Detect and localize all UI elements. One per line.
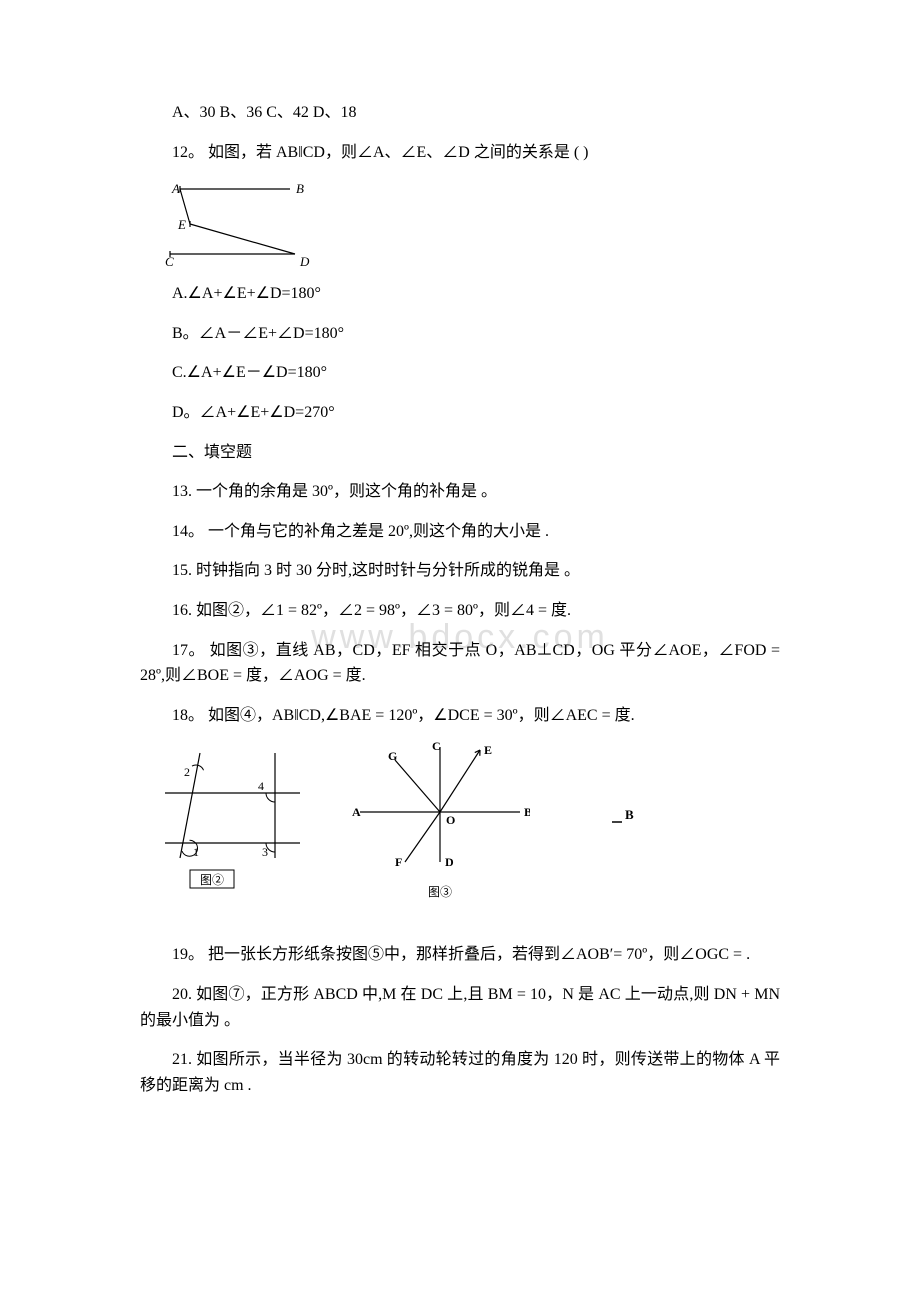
svg-text:C: C — [165, 254, 174, 269]
q14: 14。 一个角与它的补角之差是 20º,则这个角的大小是 . — [140, 519, 780, 545]
q21: 21. 如图所示，当半径为 30cm 的转动轮转过的角度为 120 时，则传送带… — [140, 1047, 780, 1098]
figure-q12: A B E C D — [160, 179, 780, 269]
q12-option-b: B。∠A－∠E+∠D=180° — [140, 321, 780, 347]
svg-text:A: A — [171, 181, 180, 196]
svg-text:4: 4 — [258, 779, 264, 793]
svg-text:D: D — [445, 855, 454, 869]
q15: 15. 时钟指向 3 时 30 分时,这时时针与分针所成的锐角是 。 — [140, 558, 780, 584]
svg-text:C: C — [432, 742, 441, 753]
svg-text:A: A — [352, 805, 361, 819]
svg-text:F: F — [395, 855, 402, 869]
q12-option-a: A.∠A+∠E+∠D=180° — [140, 281, 780, 307]
svg-text:G: G — [388, 749, 397, 763]
svg-text:图②: 图② — [200, 873, 224, 887]
q12-option-c: C.∠A+∠E－∠D=180° — [140, 360, 780, 386]
svg-text:B: B — [524, 805, 530, 819]
svg-text:B: B — [625, 807, 634, 822]
figure-3: A B C D E F G O 图③ — [350, 742, 530, 902]
q16: 16. 如图②，∠1 = 82º，∠2 = 98º，∠3 = 80º，则∠4 =… — [140, 598, 780, 624]
svg-text:1: 1 — [193, 845, 199, 859]
figures-row: 2 4 1 3 图② A B C D E F G O 图③ B — [160, 742, 780, 902]
svg-text:E: E — [484, 743, 492, 757]
section-2-heading: 二、填空题 — [140, 440, 780, 466]
q13: 13. 一个角的余角是 30º，则这个角的补角是 。 — [140, 479, 780, 505]
q19: 19。 把一张长方形纸条按图⑤中，那样折叠后，若得到∠AOB′= 70º，则∠O… — [140, 942, 780, 968]
figure-4: B — [570, 792, 650, 902]
svg-text:3: 3 — [262, 845, 268, 859]
q11-choices: A、30 B、36 C、42 D、18 — [140, 100, 780, 126]
q12-stem: 12。 如图，若 AB‖CD，则∠A、∠E、∠D 之间的关系是 ( ) — [140, 140, 780, 166]
q20: 20. 如图⑦，正方形 ABCD 中,M 在 DC 上,且 BM = 10，N … — [140, 982, 780, 1033]
svg-text:2: 2 — [184, 765, 190, 779]
q17: 17。 如图③，直线 AB，CD，EF 相交于点 O，AB⊥CD，OG 平分∠A… — [140, 638, 780, 689]
figure-2: 2 4 1 3 图② — [160, 748, 310, 902]
svg-text:图③: 图③ — [428, 885, 452, 899]
svg-text:O: O — [446, 813, 455, 827]
svg-text:E: E — [177, 217, 186, 232]
q12-option-d: D。∠A+∠E+∠D=270° — [140, 400, 780, 426]
svg-text:B: B — [296, 181, 304, 196]
svg-text:D: D — [299, 254, 310, 269]
q18: 18。 如图④，AB‖CD,∠BAE = 120º，∠DCE = 30º，则∠A… — [140, 703, 780, 729]
